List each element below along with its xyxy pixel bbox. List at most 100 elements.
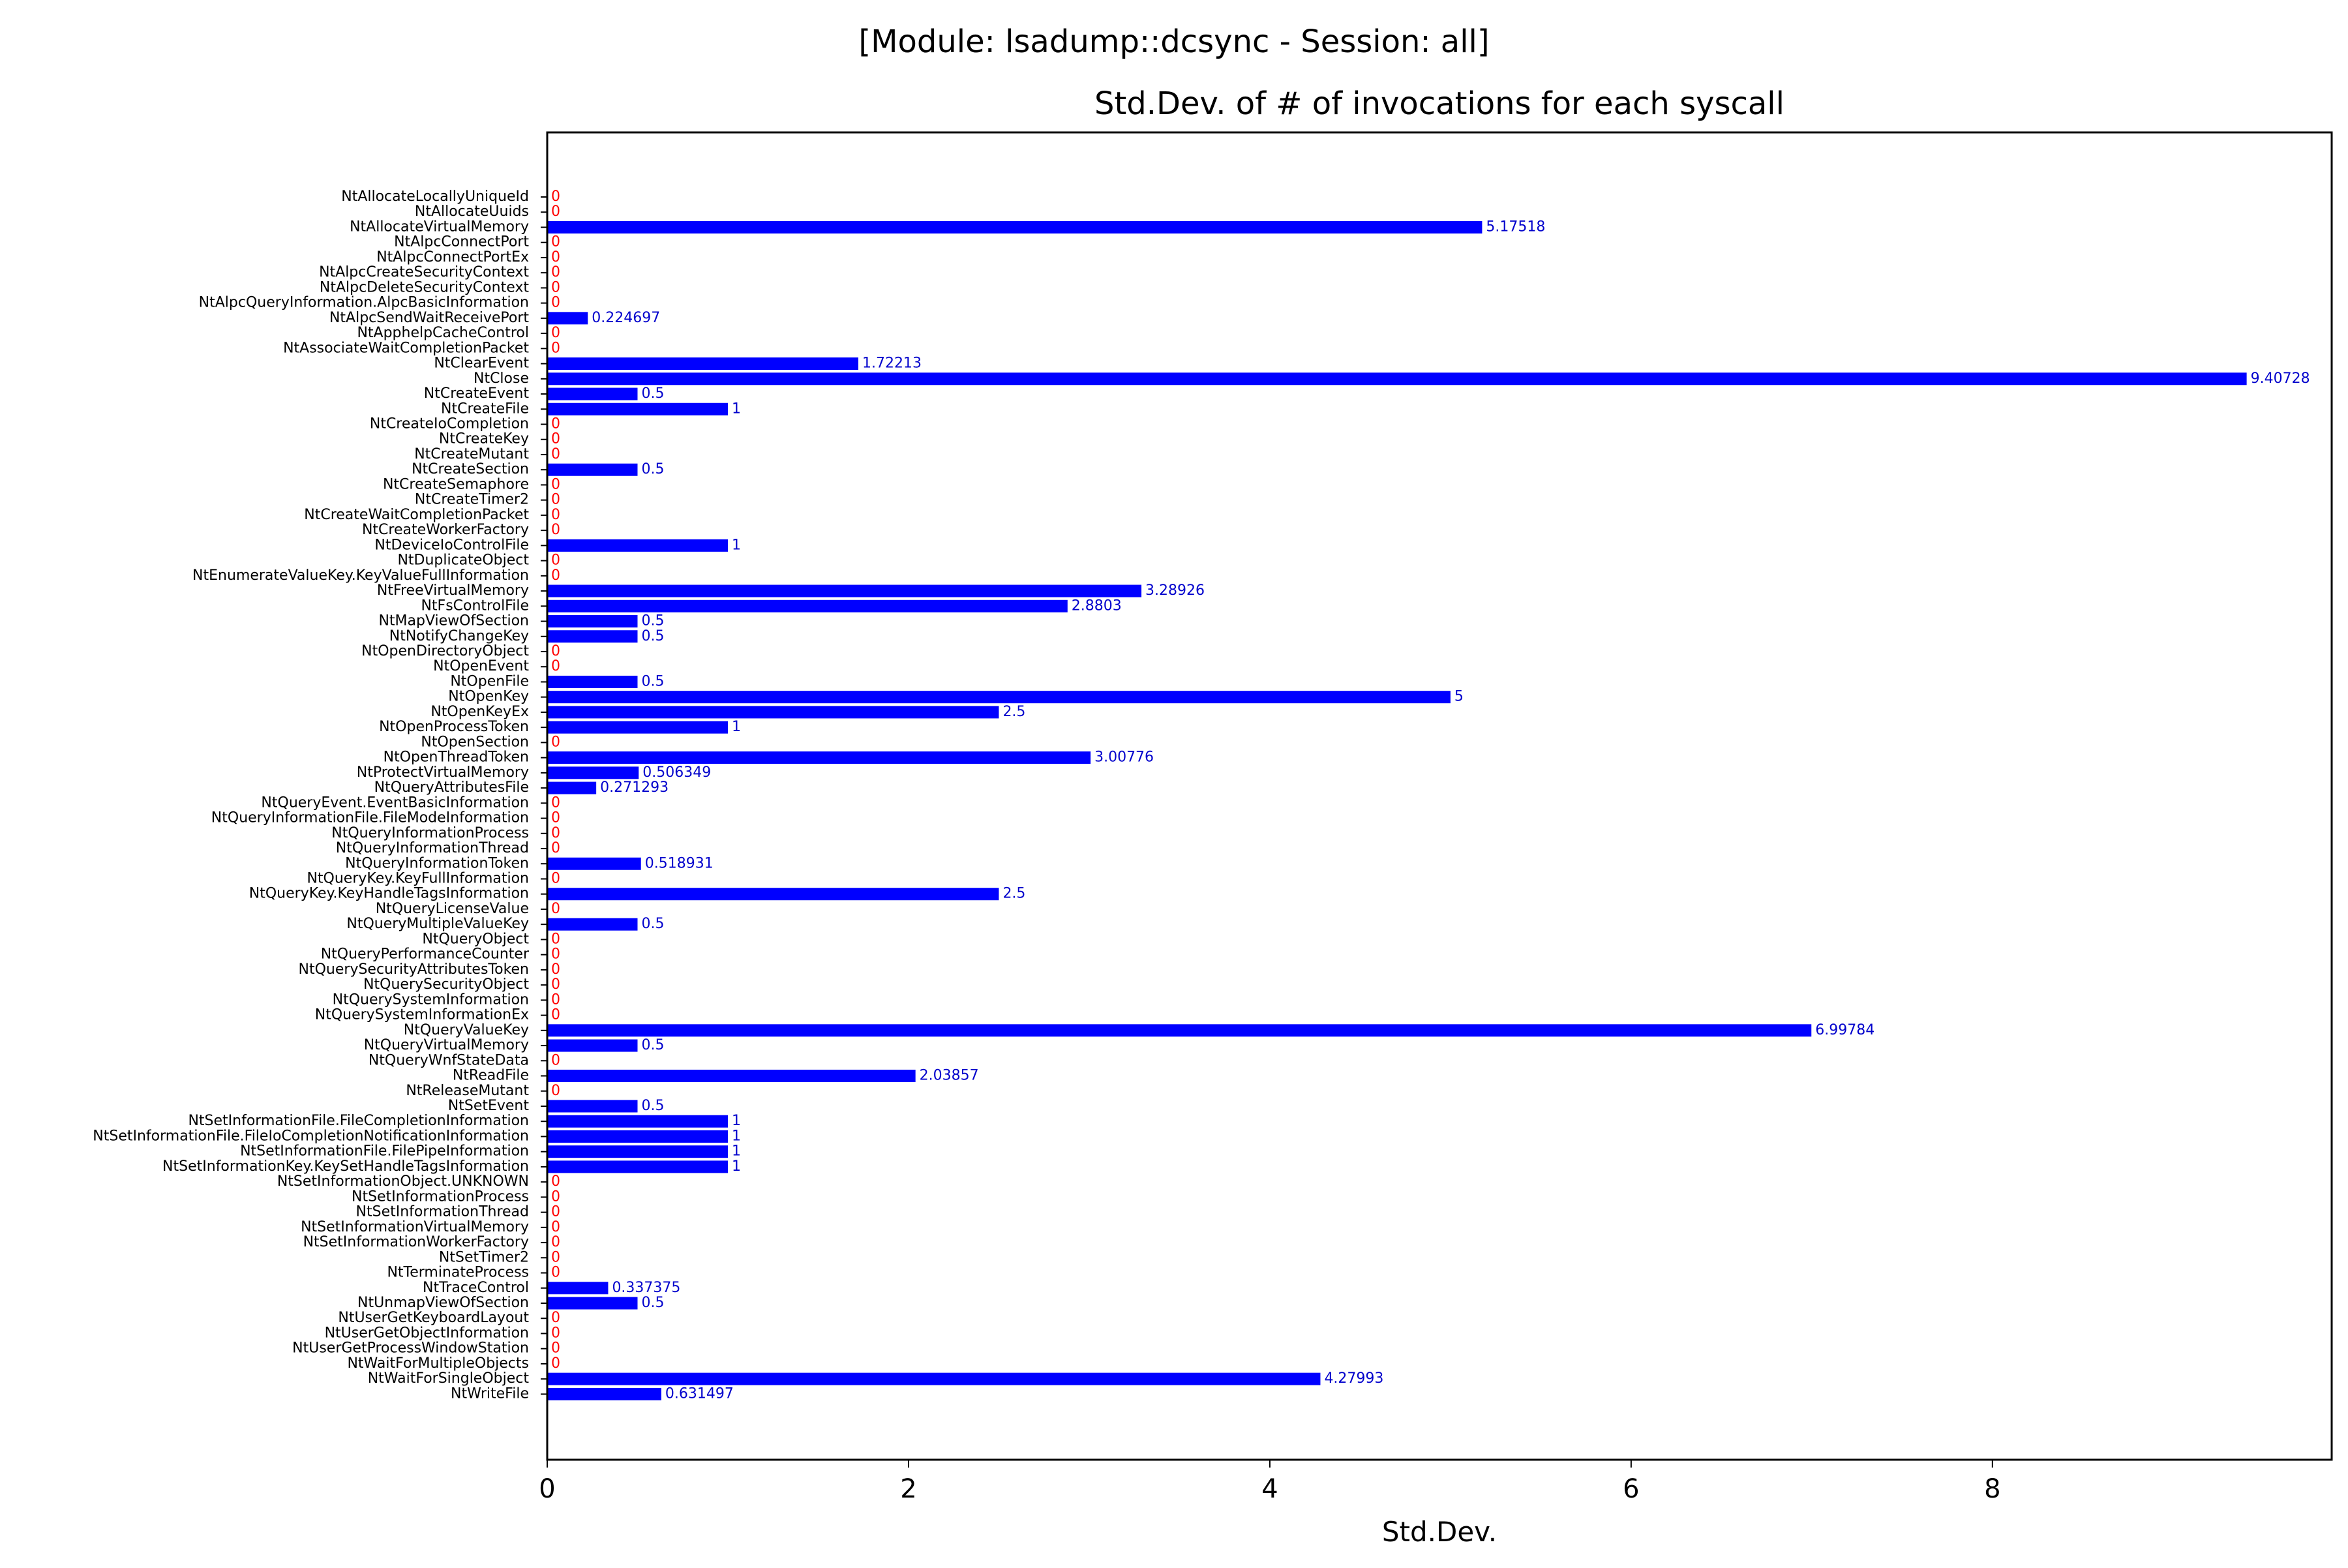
data-label: 0 (551, 507, 560, 523)
data-label: 0 (551, 643, 560, 659)
y-tick-label: NtEnumerateValueKey.KeyValueFullInformat… (192, 567, 529, 584)
data-label: 1 (732, 1113, 741, 1129)
bar (547, 220, 1483, 234)
data-label: 0 (551, 204, 560, 220)
y-tick-label: NtSetInformationVirtualMemory (301, 1219, 529, 1235)
data-label: 0 (551, 794, 560, 811)
data-label: 2.03857 (920, 1068, 979, 1084)
y-tick-label: NtSetInformationFile.FileIoCompletionNot… (93, 1128, 529, 1144)
bar (547, 539, 728, 552)
bar (547, 584, 1142, 597)
data-label: 0 (551, 552, 560, 569)
y-tick-label: NtCreateMutant (414, 446, 529, 462)
bar (547, 1100, 638, 1113)
y-tick-label: NtCreateWaitCompletionPacket (304, 507, 529, 523)
y-tick-label: NtFreeVirtualMemory (377, 582, 529, 599)
bar (547, 1282, 609, 1295)
bar (547, 387, 638, 400)
bar (547, 312, 588, 325)
plot-frame (546, 131, 2333, 1461)
bar (547, 888, 999, 901)
data-label: 0 (551, 991, 560, 1008)
data-label: 0 (551, 249, 560, 265)
data-label: 0.5 (641, 613, 664, 629)
data-label: 5.17518 (1486, 219, 1545, 235)
x-tick-label: 8 (1984, 1474, 2000, 1504)
bar (547, 857, 641, 870)
data-label: 0 (551, 734, 560, 750)
bar (547, 615, 638, 628)
data-label: 1.72213 (862, 355, 922, 372)
y-tick-label: NtQueryKey.KeyHandleTagsInformation (249, 886, 529, 902)
y-tick-label: NtCreateEvent (424, 385, 530, 402)
y-tick-label: NtReleaseMutant (406, 1083, 529, 1099)
x-tick-label: 2 (900, 1474, 916, 1504)
y-tick-label: NtClearEvent (434, 355, 529, 372)
bar (547, 691, 1451, 704)
y-tick-label: NtNotifyChangeKey (389, 628, 529, 644)
bar (547, 1039, 638, 1052)
data-label: 0.5 (641, 1037, 664, 1053)
y-tick-label: NtUserGetKeyboardLayout (338, 1310, 529, 1326)
data-label: 0.506349 (642, 764, 711, 781)
y-tick-label: NtUnmapViewOfSection (357, 1295, 529, 1311)
data-label: 0 (551, 416, 560, 432)
data-label: 0 (551, 1355, 560, 1372)
data-label: 0 (551, 295, 560, 311)
y-tick-label: NtAssociateWaitCompletionPacket (283, 340, 529, 356)
y-tick-label: NtApphelpCacheControl (357, 325, 529, 341)
y-tick-label: NtTraceControl (423, 1280, 529, 1296)
data-label: 0 (551, 946, 560, 963)
y-tick-label: NtSetInformationThread (356, 1204, 529, 1220)
y-tick-label: NtQuerySecurityObject (363, 976, 529, 993)
data-label: 0 (551, 1325, 560, 1341)
data-label: 0 (551, 567, 560, 584)
data-label: 0 (551, 825, 560, 841)
data-label: 1 (732, 1158, 741, 1175)
data-label: 0 (551, 234, 560, 250)
y-tick-label: NtAlpcSendWaitReceivePort (329, 310, 529, 326)
y-tick-label: NtSetInformationWorkerFactory (303, 1234, 529, 1250)
data-label: 1 (732, 1128, 741, 1144)
chart-title: Std.Dev. of # of invocations for each sy… (1094, 85, 1784, 122)
y-tick-label: NtCreateKey (439, 431, 529, 447)
data-label: 0.5 (641, 461, 664, 477)
y-tick-label: NtQueryLicenseValue (376, 901, 529, 917)
y-tick-label: NtOpenProcessToken (379, 719, 529, 735)
bar (547, 706, 999, 719)
x-tick-label: 6 (1623, 1474, 1639, 1504)
bar (547, 675, 638, 688)
data-label: 2.5 (1002, 704, 1025, 720)
y-tick-label: NtWaitForSingleObject (368, 1370, 530, 1387)
y-tick-label: NtQueryInformationFile.FileModeInformati… (211, 810, 529, 826)
y-tick-label: NtAllocateVirtualMemory (350, 219, 529, 235)
data-label: 0.271293 (600, 779, 669, 796)
y-tick-label: NtDeviceIoControlFile (374, 537, 529, 553)
x-axis-ticks: 0 2 4 6 8 (539, 1460, 2001, 1504)
y-tick-label: NtAlpcConnectPortEx (376, 249, 529, 265)
y-tick-label: NtQueryInformationThread (336, 840, 529, 856)
y-tick-label: NtSetEvent (448, 1098, 530, 1114)
data-label: 0 (551, 279, 560, 295)
y-tick-label: NtCreateSection (412, 461, 529, 477)
data-label: 0 (551, 840, 560, 856)
bar (547, 766, 639, 779)
bar (547, 918, 638, 931)
bar (547, 1387, 661, 1400)
data-label: 1 (732, 1143, 741, 1160)
data-label: 0 (551, 325, 560, 341)
data-label: 0 (551, 1234, 560, 1250)
bar (547, 1130, 728, 1143)
y-tick-label: NtOpenFile (450, 673, 529, 689)
y-tick-label: NtCreateFile (441, 400, 529, 417)
y-tick-label: NtWriteFile (451, 1385, 529, 1402)
y-tick-label: NtTerminateProcess (387, 1265, 529, 1281)
x-tick-label: 0 (539, 1474, 555, 1504)
y-tick-label: NtQueryInformationToken (345, 855, 529, 871)
data-label: 0 (551, 1007, 560, 1023)
data-label: 0 (551, 476, 560, 492)
data-label: 2.8803 (1072, 597, 1122, 614)
y-tick-label: NtAlpcDeleteSecurityContext (320, 279, 529, 295)
data-label: 0 (551, 1340, 560, 1357)
